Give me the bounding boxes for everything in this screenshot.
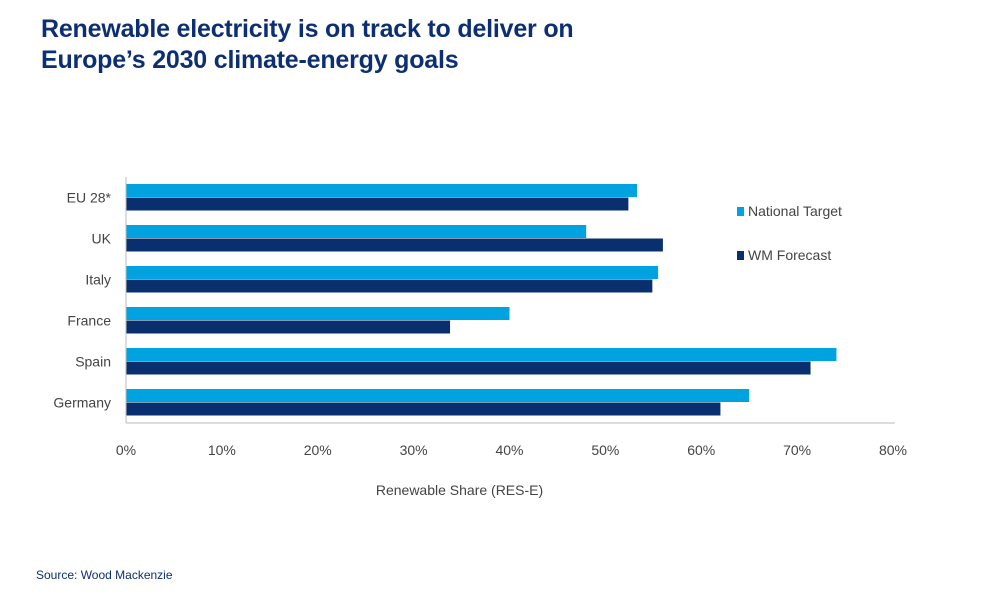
legend-swatch	[737, 251, 744, 260]
category-label: France	[67, 313, 111, 329]
bar-wm-forecast	[126, 402, 721, 416]
x-tick-label: 40%	[495, 442, 523, 458]
bar-national-target	[126, 307, 510, 320]
bar-wm-forecast	[126, 320, 451, 334]
x-tick-label: 80%	[879, 442, 907, 458]
category-label: UK	[92, 231, 112, 247]
chart-title: Renewable electricity is on track to del…	[41, 15, 574, 74]
bar-wm-forecast	[126, 238, 663, 252]
legend-label: WM Forecast	[748, 247, 831, 263]
source-note: Source: Wood Mackenzie	[36, 568, 173, 582]
bar-wm-forecast	[126, 279, 653, 293]
category-label: Spain	[75, 354, 111, 370]
x-tick-label: 0%	[116, 442, 136, 458]
legend-swatch	[737, 207, 744, 216]
x-tick-label: 10%	[208, 442, 236, 458]
category-label: Italy	[85, 272, 111, 288]
x-axis-label: Renewable Share (RES-E)	[376, 482, 543, 498]
bar-national-target	[126, 266, 659, 279]
legend-label: National Target	[748, 203, 842, 219]
bar-national-target	[126, 184, 638, 197]
bar-wm-forecast	[126, 361, 811, 375]
bar-national-target	[126, 389, 750, 402]
x-tick-label: 70%	[783, 442, 811, 458]
bar-national-target	[126, 225, 587, 238]
x-tick-label: 60%	[687, 442, 715, 458]
x-tick-label: 30%	[400, 442, 428, 458]
category-label: Germany	[53, 395, 111, 411]
x-tick-label: 20%	[304, 442, 332, 458]
bar-wm-forecast	[126, 197, 629, 211]
bar-national-target	[126, 348, 837, 361]
category-label: EU 28*	[67, 190, 112, 206]
x-tick-label: 50%	[591, 442, 619, 458]
